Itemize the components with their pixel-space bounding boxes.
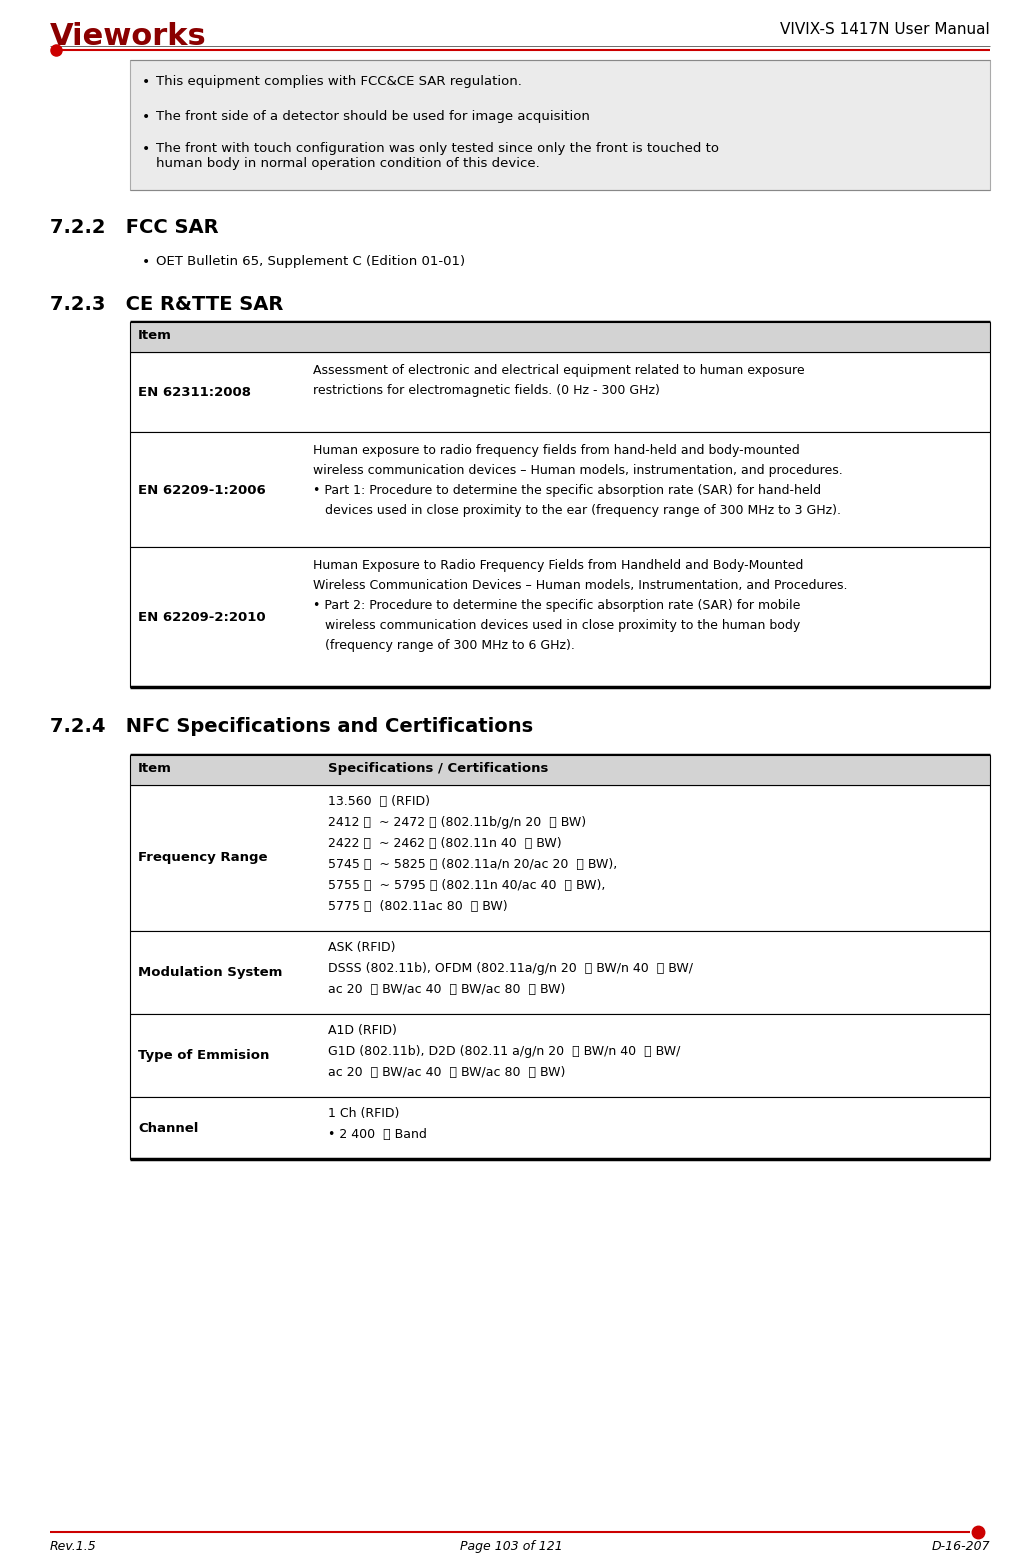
- Text: Item: Item: [138, 329, 172, 342]
- Text: devices used in close proximity to the ear (frequency range of 300 MHz to 3 GHz): devices used in close proximity to the e…: [313, 505, 841, 517]
- Text: The front side of a detector should be used for image acquisition: The front side of a detector should be u…: [156, 110, 590, 122]
- Text: This equipment complies with FCC&CE SAR regulation.: This equipment complies with FCC&CE SAR …: [156, 75, 522, 88]
- Text: restrictions for electromagnetic fields. (0 Hz - 300 GHz): restrictions for electromagnetic fields.…: [313, 384, 660, 396]
- Text: Vieworks: Vieworks: [50, 22, 206, 52]
- Bar: [130, 931, 990, 1014]
- Text: 13.560  ㎜ (RFID): 13.560 ㎜ (RFID): [328, 794, 430, 809]
- Text: EN 62311:2008: EN 62311:2008: [138, 385, 251, 400]
- Text: 1 Ch (RFID): 1 Ch (RFID): [328, 1106, 400, 1120]
- Text: Channel: Channel: [138, 1122, 198, 1135]
- Text: • 2 400  ㎜ Band: • 2 400 ㎜ Band: [328, 1128, 427, 1141]
- Bar: [130, 1014, 990, 1097]
- Text: 2422 ㎜  ~ 2462 ㎜ (802.11n 40  ㎜ BW): 2422 ㎜ ~ 2462 ㎜ (802.11n 40 ㎜ BW): [328, 837, 562, 849]
- Text: Frequency Range: Frequency Range: [138, 851, 268, 865]
- Bar: [130, 353, 990, 432]
- Text: DSSS (802.11b), OFDM (802.11a/g/n 20  ㎜ BW/n 40  ㎜ BW/: DSSS (802.11b), OFDM (802.11a/g/n 20 ㎜ B…: [328, 962, 693, 975]
- Text: 5745 ㎜  ~ 5825 ㎜ (802.11a/n 20/ac 20  ㎜ BW),: 5745 ㎜ ~ 5825 ㎜ (802.11a/n 20/ac 20 ㎜ BW…: [328, 859, 617, 871]
- Text: VIVIX-S 1417N User Manual: VIVIX-S 1417N User Manual: [780, 22, 990, 38]
- Text: Type of Emmision: Type of Emmision: [138, 1048, 270, 1062]
- Text: EN 62209-1:2006: EN 62209-1:2006: [138, 484, 266, 497]
- Text: Assessment of electronic and electrical equipment related to human exposure: Assessment of electronic and electrical …: [313, 364, 804, 378]
- Text: Human Exposure to Radio Frequency Fields from Handheld and Body-Mounted: Human Exposure to Radio Frequency Fields…: [313, 559, 803, 572]
- Text: •: •: [142, 110, 150, 124]
- Text: 7.2.3   CE R&TTE SAR: 7.2.3 CE R&TTE SAR: [50, 295, 283, 313]
- Bar: [130, 547, 990, 686]
- Text: G1D (802.11b), D2D (802.11 a/g/n 20  ㎜ BW/n 40  ㎜ BW/: G1D (802.11b), D2D (802.11 a/g/n 20 ㎜ BW…: [328, 1045, 681, 1058]
- Bar: [130, 432, 990, 547]
- Text: •: •: [142, 143, 150, 157]
- Text: EN 62209-2:2010: EN 62209-2:2010: [138, 611, 266, 624]
- Bar: [130, 321, 990, 353]
- Text: D-16-207: D-16-207: [931, 1540, 990, 1553]
- Text: (frequency range of 300 MHz to 6 GHz).: (frequency range of 300 MHz to 6 GHz).: [313, 639, 574, 652]
- Text: Modulation System: Modulation System: [138, 965, 282, 979]
- Text: A1D (RFID): A1D (RFID): [328, 1023, 397, 1037]
- Text: ac 20  ㎜ BW/ac 40  ㎜ BW/ac 80  ㎜ BW): ac 20 ㎜ BW/ac 40 ㎜ BW/ac 80 ㎜ BW): [328, 1066, 565, 1080]
- Bar: [130, 755, 990, 785]
- Text: 5755 ㎜  ~ 5795 ㎜ (802.11n 40/ac 40  ㎜ BW),: 5755 ㎜ ~ 5795 ㎜ (802.11n 40/ac 40 ㎜ BW),: [328, 879, 605, 892]
- Text: The front with touch configuration was only tested since only the front is touch: The front with touch configuration was o…: [156, 143, 719, 169]
- Text: •: •: [142, 255, 150, 270]
- Text: Page 103 of 121: Page 103 of 121: [460, 1540, 562, 1553]
- Text: wireless communication devices used in close proximity to the human body: wireless communication devices used in c…: [313, 619, 800, 632]
- Text: Human exposure to radio frequency fields from hand-held and body-mounted: Human exposure to radio frequency fields…: [313, 443, 800, 458]
- Text: 5775 ㎜  (802.11ac 80  ㎜ BW): 5775 ㎜ (802.11ac 80 ㎜ BW): [328, 899, 508, 914]
- Text: wireless communication devices – Human models, instrumentation, and procedures.: wireless communication devices – Human m…: [313, 464, 843, 476]
- Text: ac 20  ㎜ BW/ac 40  ㎜ BW/ac 80  ㎜ BW): ac 20 ㎜ BW/ac 40 ㎜ BW/ac 80 ㎜ BW): [328, 983, 565, 997]
- Text: 7.2.4   NFC Specifications and Certifications: 7.2.4 NFC Specifications and Certificati…: [50, 718, 533, 736]
- Text: ASK (RFID): ASK (RFID): [328, 942, 396, 954]
- Text: Item: Item: [138, 762, 172, 776]
- Text: Wireless Communication Devices – Human models, Instrumentation, and Procedures.: Wireless Communication Devices – Human m…: [313, 578, 847, 592]
- Text: • Part 2: Procedure to determine the specific absorption rate (SAR) for mobile: • Part 2: Procedure to determine the spe…: [313, 599, 800, 613]
- Text: •: •: [142, 75, 150, 89]
- Bar: [130, 60, 990, 190]
- Text: Specifications / Certifications: Specifications / Certifications: [328, 762, 549, 776]
- Text: Rev.1.5: Rev.1.5: [50, 1540, 97, 1553]
- Bar: [130, 785, 990, 931]
- Text: OET Bulletin 65, Supplement C (Edition 01-01): OET Bulletin 65, Supplement C (Edition 0…: [156, 255, 465, 268]
- Bar: [130, 1097, 990, 1160]
- Text: • Part 1: Procedure to determine the specific absorption rate (SAR) for hand-hel: • Part 1: Procedure to determine the spe…: [313, 484, 821, 497]
- Text: 2412 ㎜  ~ 2472 ㎜ (802.11b/g/n 20  ㎜ BW): 2412 ㎜ ~ 2472 ㎜ (802.11b/g/n 20 ㎜ BW): [328, 816, 587, 829]
- Text: 7.2.2   FCC SAR: 7.2.2 FCC SAR: [50, 218, 219, 237]
